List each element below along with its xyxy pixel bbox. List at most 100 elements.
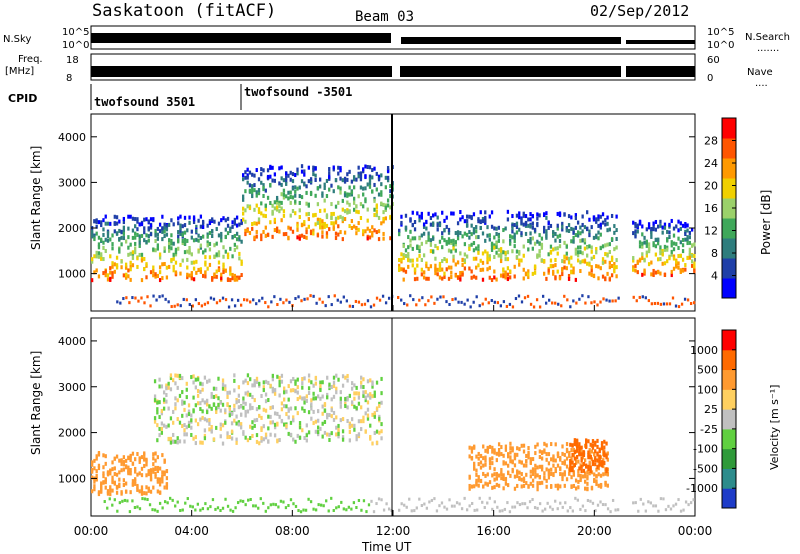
velocity-echo-cell <box>482 463 485 468</box>
power-echo-cell <box>413 220 417 225</box>
power-echo-cell <box>579 231 582 236</box>
power-echo-cell <box>122 229 126 234</box>
power-echo-cell <box>102 240 105 245</box>
power-echo-cell <box>366 236 369 241</box>
power-echo-cell <box>206 234 209 239</box>
power-echo-cell <box>235 245 239 250</box>
power-echo-cell <box>561 224 564 229</box>
power-echo-cell <box>661 225 664 230</box>
velocity-echo-cell <box>269 405 272 410</box>
power-echo-cell <box>346 208 349 213</box>
power-echo-cell <box>246 204 249 209</box>
velocity-echo-cell <box>350 423 354 428</box>
velocity-echo-cell <box>194 508 197 512</box>
power-echo-cell <box>102 245 105 250</box>
power-echo-cell <box>177 238 180 243</box>
velocity-echo-cell <box>543 441 546 446</box>
power-echo-cell <box>195 270 198 275</box>
velocity-echo-cell <box>111 475 114 480</box>
velocity-echo-cell <box>118 477 121 482</box>
velocity-echo-cell <box>95 473 98 478</box>
power-echo-cell <box>672 266 676 271</box>
power-echo-cell <box>238 275 241 280</box>
velocity-echo-cell <box>134 457 137 462</box>
power-echo-cell <box>235 215 239 220</box>
velocity-echo-cell <box>534 463 537 468</box>
velocity-echo-cell <box>260 393 263 398</box>
power-echo-cell <box>371 168 374 173</box>
velocity-echo-cell <box>122 460 126 465</box>
velocity-echo-cell <box>192 436 195 441</box>
power-echo-cell <box>663 261 667 266</box>
power-echo-cell <box>138 222 141 227</box>
velocity-echo-cell <box>565 442 569 447</box>
velocity-echo-cell <box>116 509 119 513</box>
power-echo-cell <box>375 205 378 210</box>
velocity-echo-cell <box>316 394 320 399</box>
power-echo-cell <box>122 220 126 225</box>
power-echo-cell <box>332 189 335 194</box>
nave-tick-low: 0 <box>707 73 713 84</box>
velocity-echo-cell <box>362 390 365 395</box>
power-echo-cell <box>111 242 114 247</box>
power-echo-cell <box>97 245 101 250</box>
power-echo-cell <box>280 182 283 187</box>
velocity-echo-cell <box>504 447 508 452</box>
velocity-echo-cell <box>536 506 539 510</box>
power-echo-cell <box>321 219 324 224</box>
power-echo-cell <box>211 229 214 234</box>
colorbar-segment <box>722 488 736 509</box>
power-echo-cell <box>475 246 478 251</box>
power-echo-cell <box>581 222 584 227</box>
power-echo-cell <box>429 249 433 254</box>
velocity-echo-cell <box>233 378 236 383</box>
velocity-echo-cell <box>353 423 356 428</box>
power-echo-cell <box>280 206 283 211</box>
velocity-echo-cell <box>102 471 105 476</box>
power-echo-cell <box>504 272 507 277</box>
colorbar-segment <box>722 389 736 410</box>
power-echo-cell <box>233 277 236 282</box>
power-echo-cell <box>690 253 694 258</box>
power-echo-cell <box>475 235 478 240</box>
power-echo-cell <box>260 201 263 206</box>
power-echo-cell <box>583 259 587 264</box>
power-echo-cell <box>91 278 94 283</box>
velocity-echo-cell <box>97 463 101 468</box>
power-echo-cell <box>502 228 505 233</box>
velocity-echo-cell <box>93 466 96 471</box>
velocity-echo-cell <box>294 504 298 508</box>
velocity-echo-cell <box>208 427 211 432</box>
velocity-echo-cell <box>212 386 216 391</box>
power-echo-cell <box>465 219 469 224</box>
power-echo-cell <box>445 267 448 272</box>
power-echo-cell <box>477 244 480 249</box>
velocity-echo-cell <box>140 473 144 478</box>
power-echo-cell <box>260 172 263 177</box>
power-echo-cell <box>452 243 455 248</box>
power-echo-cell <box>447 237 451 242</box>
power-echo-cell <box>298 185 301 190</box>
power-echo-cell <box>499 247 503 252</box>
power-echo-cell <box>341 237 344 242</box>
power-echo-cell <box>350 179 354 184</box>
power-echo-cell <box>666 259 669 264</box>
power-echo-cell <box>235 223 239 228</box>
power-echo-cell <box>475 295 478 299</box>
velocity-echo-cell <box>594 440 597 445</box>
power-echo-cell <box>325 194 329 199</box>
colorbar-tick-label: 1000 <box>690 344 718 357</box>
power-echo-cell <box>243 298 246 302</box>
velocity-echo-cell <box>234 506 237 510</box>
power-echo-cell <box>131 228 135 233</box>
velocity-echo-cell <box>543 471 546 476</box>
velocity-echo-cell <box>211 498 215 502</box>
power-echo-cell <box>565 256 568 261</box>
power-echo-cell <box>567 214 571 219</box>
power-echo-cell <box>504 257 507 262</box>
power-echo-cell <box>285 175 288 180</box>
power-echo-cell <box>375 187 378 192</box>
velocity-echo-cell <box>191 505 194 509</box>
power-echo-cell <box>201 224 205 229</box>
velocity-echo-cell <box>226 394 229 399</box>
